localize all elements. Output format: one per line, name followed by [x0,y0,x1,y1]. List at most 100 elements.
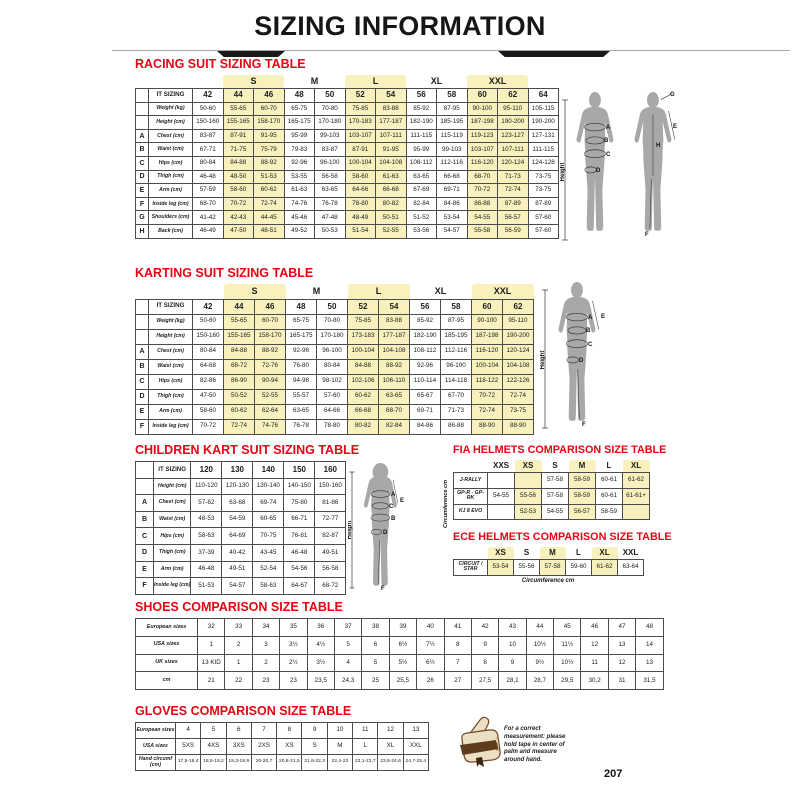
value-cell: 107-111 [497,142,529,158]
tape-tail [476,757,484,767]
value-cell: 68-70 [378,403,410,420]
value-cell: 112-116 [440,343,472,360]
value-cell: 165-175 [283,115,315,130]
value-cell: 84-88 [347,358,379,375]
value-cell: 43 [498,618,527,637]
value-cell: 75-79 [253,142,285,158]
value-cell: 63-65 [314,183,346,198]
value-cell: 99-103 [314,128,346,144]
value-cell: 108-112 [405,156,437,171]
value-cell: 56-58 [314,560,347,579]
size-header-row: IT SIZING 42 44 46 48 50 52 54 56 58 60 62 [135,298,534,315]
value-cell: 85-92 [405,101,437,117]
value-cell: 68-72 [314,577,347,595]
value-cell: 87-95 [440,313,472,330]
value-cell: 45-46 [283,210,315,226]
letter-cell: E [135,183,149,198]
thumbs-up-hand [461,716,501,763]
value-cell: 22,4-23 [326,754,354,771]
value-cell: 13 KID [196,653,226,673]
value-cell: 61-62 [591,559,618,576]
letter-cell: D [135,169,149,185]
value-cell: 69-74 [252,494,285,512]
value-cell [487,503,515,521]
value-cell: 57-58 [539,559,566,576]
value-cell: 105-115 [527,101,559,117]
value-cell: 114-118 [440,373,472,390]
value-cell: 103-107 [466,142,498,158]
value-cell: 60-61 [595,472,623,489]
value-cell: 63-68 [221,494,254,512]
size-header-56: 56 [409,298,441,315]
row-label: CIRCUIT / STAR [453,559,488,576]
value-cell: 90-100 [466,101,498,117]
value-cell: 27 [443,671,472,691]
value-cell: 54-59 [221,510,254,529]
value-cell: 80-82 [347,418,379,435]
value-cell: 87-89 [527,196,559,212]
ece-helmets-title: ECE HELMETS COMPARISON SIZE TABLE [453,531,672,543]
thigh-letter: D [596,168,601,174]
value-cell: M [326,738,354,755]
row-shoulders-cm-: G Shoulders (cm) 41-42 42-43 44-45 45-46 47-48… [135,210,559,226]
value-cell: 18,5-19,2 [200,754,227,771]
value-cell: 150-160 [314,477,347,496]
row-thigh-cm-: D Thigh (cm) 46-48 48-50 51-53 53-55 56-58 58-6… [135,169,559,185]
row-chest-cm-: A Chest (cm) 83-87 87-91 91-95 95-99 99-103 103… [135,128,559,144]
value-cell: 58-59 [568,487,596,505]
value-cell: 7½ [416,635,445,655]
value-cell: 9 [301,722,328,739]
value-cell: 58-60 [344,169,376,185]
column-header-row: XXS XS S M L XL [453,460,650,473]
value-cell: 44 [525,618,555,637]
value-cell: 11½ [553,635,582,655]
children-suit-table-host: IT SIZING 120 130 140 150 160 Height (cm) 110-1… [135,461,359,595]
value-cell: 187-198 [471,328,503,345]
value-cell: 37-39 [190,543,223,562]
value-cell: 88-92 [254,343,286,360]
value-cell: 3XS [225,738,252,755]
value-cell: 48-50 [222,169,254,185]
size-header-62: 62 [502,298,534,315]
children-suit-section: CHILDREN KART SUIT SIZING TABLE IT SIZIN… [135,443,359,595]
value-cell: 140-150 [283,477,316,496]
value-cell: 61-63 [283,183,315,198]
letter-cell: F [135,418,149,435]
letter-cell: B [135,510,154,529]
row-label: Chest (cm) [148,128,193,144]
value-cell: 2½ [279,653,308,673]
size-header-64: 64 [527,88,559,103]
value-cell: 124-128 [527,156,559,171]
value-cell: 5½ [388,653,418,673]
letter-cell: B [135,142,149,158]
value-cell: 46-49 [192,224,224,239]
size-header-42: 42 [192,298,224,315]
value-cell: 42 [470,618,500,637]
value-cell: L [352,738,379,755]
value-cell: 94-98 [285,373,317,390]
row-european-sizes: European sizes 32 33 34 35 36 37 38 39 40 41 42 43 44… [135,618,664,637]
value-cell: 2XS [250,738,278,755]
value-cell: 23,8-24,6 [377,754,404,771]
row-cm: cm 21 22 23 23 23,5 24,3 25 25,5 26 27 27,5 28,1 28,7… [135,671,664,691]
value-cell: 22 [224,671,253,691]
group-spacer [528,75,559,89]
size-header-58: 58 [436,88,468,103]
value-cell: 67-70 [440,388,472,405]
value-cell: 60-62 [223,403,255,420]
value-cell: 50-52 [223,388,255,405]
row-european-sizes: European sizes 4 5 6 7 8 9 10 11 12 13 [135,722,429,739]
measurement-note: For a correct measurement: please hold t… [504,726,566,764]
value-cell: 81-86 [314,494,347,512]
value-cell: 52-53 [514,503,542,521]
row-height-cm-: Height (cm) 150-160 155-165 158-170 165-175 1… [135,328,534,345]
height-measure-line [542,289,548,429]
row-label: Hips (cm) [148,156,193,171]
row-thigh-cm-: D Thigh (cm) 47-50 50-52 52-55 55-57 57-60 60-6… [135,388,534,405]
row-inside-leg-cm-: F Inside leg (cm) 68-70 70-72 72-74 74-76 76-7… [135,196,559,212]
value-cell: 2 [224,635,253,655]
value-cell: 190-200 [527,115,559,130]
value-cell: 60-70 [254,313,286,330]
value-cell: 55-65 [223,313,255,330]
value-cell: 88-92 [378,358,410,375]
